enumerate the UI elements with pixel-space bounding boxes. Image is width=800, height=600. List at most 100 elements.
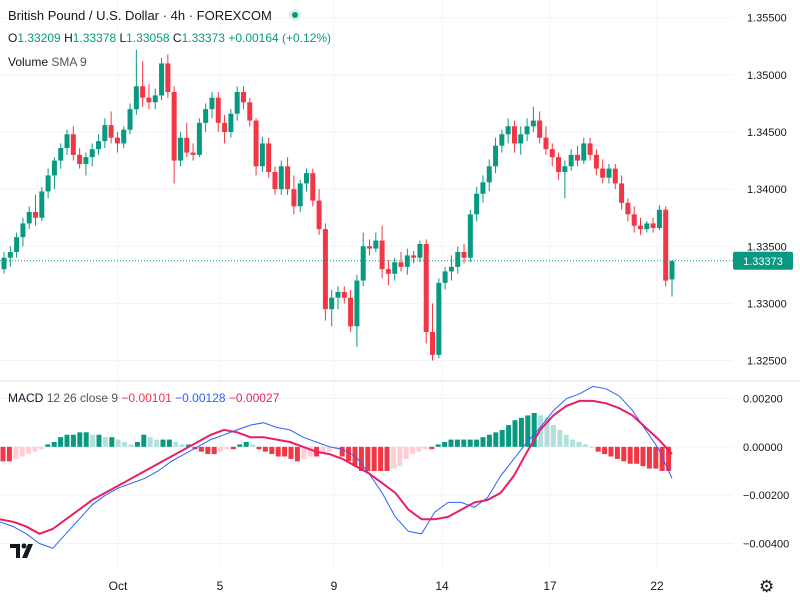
candle-body bbox=[234, 92, 240, 114]
change-value: +0.00164 (+0.12%) bbox=[228, 31, 332, 45]
candle-body bbox=[411, 255, 417, 258]
histogram-bar bbox=[467, 439, 473, 447]
candle-body bbox=[360, 246, 366, 281]
candle-body bbox=[499, 134, 505, 146]
candle-body bbox=[505, 126, 511, 135]
low-value: 1.33058 bbox=[126, 31, 170, 45]
candle-body bbox=[367, 246, 373, 249]
tradingview-logo-icon[interactable] bbox=[8, 538, 38, 564]
macd-params: 12 26 close 9 bbox=[46, 391, 119, 405]
time-tick-label: Oct bbox=[109, 579, 128, 593]
candle-body bbox=[656, 209, 662, 228]
histogram-bar bbox=[416, 446, 422, 452]
histogram-bar bbox=[403, 446, 409, 459]
histogram-bar bbox=[186, 444, 192, 447]
histogram-bar bbox=[160, 439, 166, 447]
candle-body bbox=[140, 86, 146, 98]
histogram-bar bbox=[26, 446, 32, 455]
histogram-bar bbox=[570, 439, 576, 447]
histogram-bar bbox=[390, 446, 396, 469]
symbol-legend[interactable]: British Pound / U.S. Dollar · 4h · FOREX… bbox=[8, 8, 302, 23]
time-tick-label: 17 bbox=[543, 579, 557, 593]
symbol-name[interactable]: British Pound / U.S. Dollar bbox=[8, 8, 160, 23]
candle-body bbox=[581, 143, 587, 161]
histogram-bar bbox=[237, 444, 243, 447]
histogram-bar bbox=[282, 446, 288, 457]
exchange-label: FOREXCOM bbox=[196, 8, 272, 23]
candle-body bbox=[285, 166, 291, 190]
histogram-bar bbox=[128, 444, 134, 447]
histogram-bar bbox=[646, 446, 652, 469]
candle-body bbox=[171, 92, 177, 161]
macd-legend[interactable]: MACD 12 26 close 9 −0.00101 −0.00128 −0.… bbox=[8, 391, 279, 405]
candle-body bbox=[152, 95, 158, 103]
macd-histogram bbox=[0, 413, 672, 471]
histogram-bar bbox=[627, 446, 633, 464]
candle-body bbox=[310, 173, 316, 201]
histogram-bar bbox=[51, 442, 57, 447]
candle-body bbox=[417, 244, 423, 258]
macd-line bbox=[0, 385, 673, 549]
candle-body bbox=[278, 166, 284, 190]
candle-body bbox=[348, 297, 354, 327]
histogram-bar bbox=[429, 446, 435, 450]
histogram-bar bbox=[461, 439, 467, 447]
time-tick-label: 22 bbox=[650, 579, 664, 593]
histogram-bar bbox=[589, 446, 595, 448]
histogram-bar bbox=[218, 446, 224, 452]
candle-body bbox=[70, 134, 76, 155]
candle-body bbox=[96, 141, 102, 150]
candle-body bbox=[474, 193, 480, 215]
candle-body bbox=[266, 143, 272, 172]
interval-label[interactable]: 4h bbox=[170, 8, 186, 23]
candle-body bbox=[133, 86, 139, 110]
candle-body bbox=[297, 183, 303, 207]
volume-label[interactable]: Volume bbox=[8, 55, 49, 69]
candle-body bbox=[625, 202, 631, 215]
candle-body bbox=[568, 154, 574, 167]
histogram-bar bbox=[493, 432, 499, 447]
histogram-bar bbox=[58, 437, 64, 447]
candle-body bbox=[247, 102, 253, 121]
candle-body bbox=[480, 182, 486, 194]
histogram-bar bbox=[262, 446, 268, 452]
candle-body bbox=[228, 113, 234, 132]
histogram-bar bbox=[320, 446, 326, 455]
candle-body bbox=[587, 143, 593, 155]
candle-body bbox=[524, 126, 530, 135]
time-axis: Oct 5 9 14 17 22 bbox=[109, 579, 664, 593]
histogram-bar bbox=[109, 437, 115, 447]
candle-body bbox=[14, 237, 20, 252]
candle-body bbox=[1, 257, 7, 270]
price-tick-label: 1.35500 bbox=[747, 13, 787, 25]
histogram-bar bbox=[614, 446, 620, 459]
candle-body bbox=[215, 97, 221, 123]
volume-legend[interactable]: Volume SMA 9 bbox=[8, 55, 87, 69]
candle-body bbox=[303, 173, 309, 184]
candle-body bbox=[385, 269, 391, 274]
histogram-bar bbox=[38, 446, 44, 450]
candle-body bbox=[51, 160, 57, 176]
price-tick-label: 1.34500 bbox=[747, 127, 787, 139]
gear-icon[interactable]: ⚙ bbox=[759, 577, 775, 596]
macd-tick-label: 0.00200 bbox=[743, 394, 783, 406]
candle-body bbox=[455, 252, 461, 267]
candlestick-series bbox=[1, 49, 675, 361]
macd-hist-value: −0.00101 bbox=[121, 391, 172, 405]
candle-body bbox=[442, 271, 448, 283]
candle-body bbox=[127, 109, 133, 130]
candle-body bbox=[392, 262, 398, 274]
histogram-bar bbox=[499, 429, 505, 447]
candle-body bbox=[423, 244, 429, 332]
candle-body bbox=[600, 168, 606, 178]
histogram-bar bbox=[0, 446, 6, 462]
histogram-bar bbox=[640, 446, 646, 467]
macd-label[interactable]: MACD bbox=[8, 391, 44, 405]
histogram-bar bbox=[653, 446, 659, 469]
candle-body bbox=[398, 262, 404, 267]
price-tick-label: 1.34000 bbox=[747, 184, 787, 196]
candle-body bbox=[259, 143, 265, 167]
histogram-bar bbox=[550, 425, 556, 447]
histogram-bar bbox=[294, 446, 300, 462]
